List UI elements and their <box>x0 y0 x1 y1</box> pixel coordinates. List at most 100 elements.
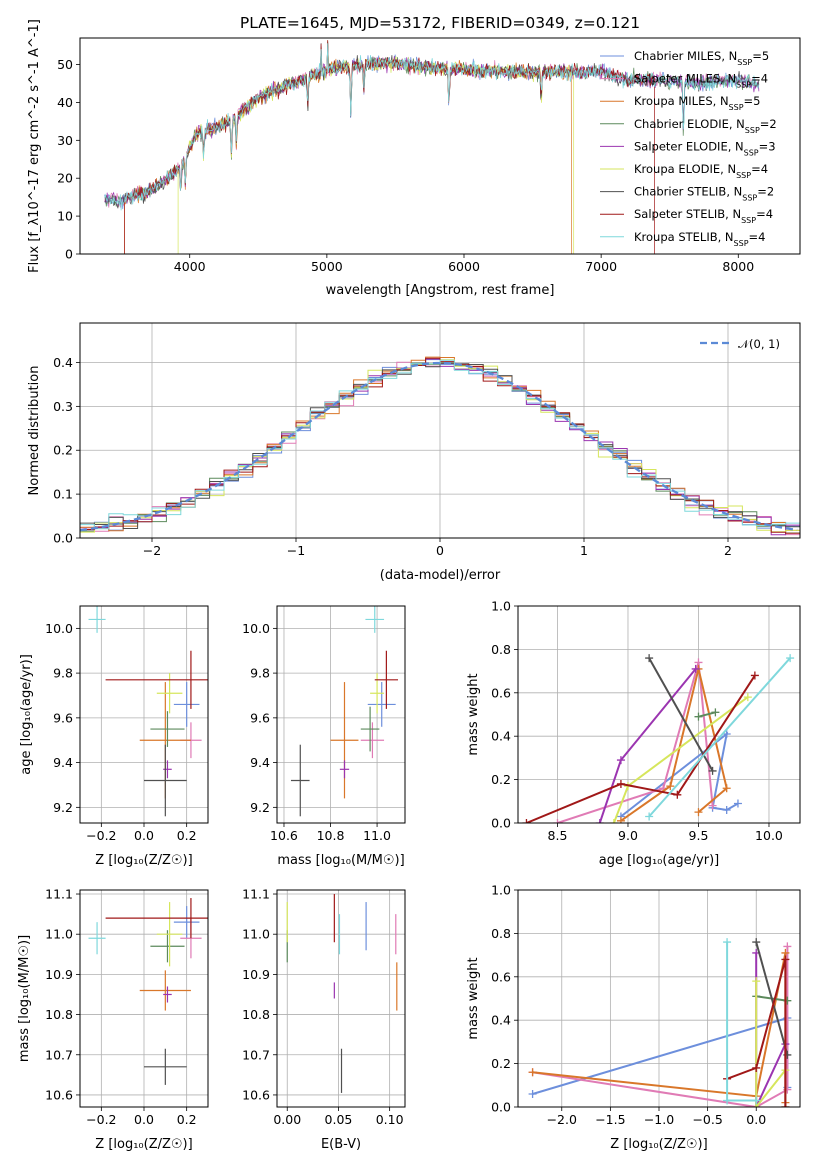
x-tick-label: 0 <box>436 543 444 558</box>
normal-curve <box>80 361 798 532</box>
plot-area-mass-vs-Z <box>88 898 208 1085</box>
x-tick-label: 8000 <box>722 259 754 274</box>
x-tick-label: −1 <box>287 543 305 558</box>
errorbar-point <box>360 706 380 752</box>
weight-marker <box>781 955 790 964</box>
y-tick-label: 0.2 <box>53 443 73 458</box>
plot-area-age-vs-Z <box>88 606 208 817</box>
axes-frame <box>517 605 801 824</box>
errorbar-point <box>144 744 187 817</box>
legend: Chabrier MILES, NSSP=5 Salpeter MILES, NS… <box>600 49 777 247</box>
weight-line <box>755 941 789 1056</box>
weight-marker <box>528 1068 537 1077</box>
y-axis-label: mass [log₁₀(M/M☉)] <box>17 935 32 1062</box>
legend-entry: 𝒩(0, 1) <box>738 337 780 351</box>
x-tick-label: 2 <box>724 543 732 558</box>
y-tick-label: 10.0 <box>45 621 73 636</box>
x-tick-label: 7000 <box>585 259 617 274</box>
y-tick-label: 9.6 <box>53 710 73 725</box>
legend-entry: Salpeter ELODIE, NSSP=3 <box>634 139 776 157</box>
y-tick-label: 11.1 <box>242 887 270 902</box>
y-tick-label: 0 <box>65 247 73 262</box>
axes-frame <box>79 37 801 255</box>
y-tick-label: 0.8 <box>491 926 511 941</box>
y-axis-label: mass weight <box>466 673 481 755</box>
x-tick-label: 10.8 <box>317 828 345 843</box>
y-tick-label: 0.6 <box>491 685 511 700</box>
x-tick-label: 0.00 <box>273 1112 301 1127</box>
x-tick-label: 9.5 <box>689 828 709 843</box>
weight-marker <box>783 942 792 951</box>
weight-line <box>648 657 714 772</box>
y-tick-label: 9.4 <box>53 755 73 770</box>
weight-marker <box>752 1096 761 1105</box>
weight-marker <box>616 756 625 765</box>
errorbar-point <box>360 722 385 759</box>
x-axis-label: (data-model)/error <box>380 568 501 583</box>
weight-marker <box>528 1089 537 1098</box>
weight-marker <box>722 730 731 739</box>
y-tick-label: 10 <box>57 209 73 224</box>
y-tick-label: 0.0 <box>491 816 511 831</box>
y-tick-label: 9.6 <box>250 710 270 725</box>
y-tick-label: 9.8 <box>53 666 73 681</box>
histogram-series <box>80 359 800 533</box>
y-tick-label: 30 <box>57 133 73 148</box>
axes-frame <box>517 889 801 1108</box>
weight-line <box>648 657 791 818</box>
y-tick-label: 0.1 <box>53 487 73 502</box>
x-tick-label: 11.0 <box>363 828 391 843</box>
y-tick-label: 9.2 <box>53 800 73 815</box>
plot-area-weight-vs-age <box>522 654 795 823</box>
spectrum-line <box>104 43 760 211</box>
weight-line <box>557 662 714 823</box>
x-tick-label: 0.2 <box>177 828 197 843</box>
legend-entry: Kroupa MILES, NSSP=5 <box>634 94 760 112</box>
x-axis-label: Z [log₁₀(Z/Z☉)] <box>95 853 192 868</box>
x-tick-label: 6000 <box>448 259 480 274</box>
weight-marker <box>666 782 675 791</box>
weight-line <box>532 1016 789 1095</box>
x-axis-label: age [log₁₀(age/yr)] <box>599 853 720 868</box>
errorbar-point <box>105 650 208 709</box>
axes-residuals: −2 −1 0 1 2 0.0 0.1 0.2 0.3 0.4 (data-model)/error… <box>27 322 801 583</box>
legend-entry: Chabrier ELODIE, NSSP=2 <box>634 117 777 135</box>
plot-area-spectrum <box>104 40 760 254</box>
y-tick-label: 0.0 <box>53 531 73 546</box>
y-axis-label: Flux [f_λ10^-17 erg cm^-2 s^-1 A^-1] <box>27 19 42 273</box>
legend-entry: Chabrier STELIB, NSSP=2 <box>634 185 774 203</box>
y-tick-label: 10.6 <box>242 1087 270 1102</box>
legend-entry: Chabrier MILES, NSSP=5 <box>634 49 769 67</box>
axes-frame <box>79 605 209 824</box>
x-tick-label: 9.0 <box>618 828 638 843</box>
weight-marker <box>723 1096 732 1105</box>
weight-marker <box>616 779 625 788</box>
x-tick-label: −2 <box>143 543 161 558</box>
x-tick-label: −2.0 <box>547 1112 577 1127</box>
axes-spectrum: 4000 5000 6000 7000 8000 0 10 20 30 40 50 wavelengt… <box>27 19 801 298</box>
y-tick-label: 9.8 <box>250 666 270 681</box>
weight-line <box>532 946 789 1107</box>
weight-marker <box>645 812 654 821</box>
x-tick-label: 5000 <box>311 259 343 274</box>
x-tick-label: 1 <box>580 543 588 558</box>
x-tick-label: 0.0 <box>134 828 154 843</box>
axes-weight-vs-Z: −2.0 −1.5 −1.0 −0.5 0.0 0.0 0.2 0.4 0.6 0.8 1.0 Z [… <box>466 883 801 1152</box>
y-tick-label: 0.4 <box>491 1013 511 1028</box>
weight-line <box>526 674 756 823</box>
errorbar-point <box>88 922 106 955</box>
weight-marker <box>743 693 752 702</box>
axes-frame <box>79 322 801 539</box>
weight-marker <box>595 819 604 823</box>
weight-marker <box>752 938 761 947</box>
y-tick-label: 0.2 <box>491 1056 511 1071</box>
y-tick-label: 20 <box>57 171 73 186</box>
weight-marker <box>553 819 562 823</box>
weight-marker <box>750 671 759 680</box>
plot-area-mass-vs-ebv <box>286 894 398 1093</box>
errorbar-point <box>88 606 106 633</box>
weight-marker <box>708 801 717 810</box>
axes-mass-vs-ebv: 0.00 0.05 0.10 10.6 10.7 10.8 10.9 11.0 11.1 E(B-… <box>242 887 406 1152</box>
errorbar-point <box>173 682 200 727</box>
plot-area-residuals <box>80 356 800 536</box>
